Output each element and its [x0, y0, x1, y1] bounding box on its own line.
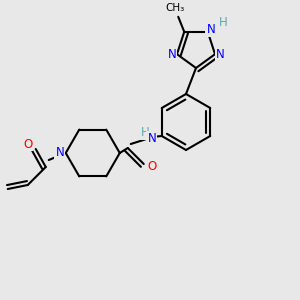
- Text: O: O: [23, 137, 32, 151]
- Text: N: N: [216, 48, 224, 61]
- Text: N: N: [168, 48, 176, 61]
- Text: O: O: [147, 160, 156, 173]
- Text: H: H: [140, 127, 149, 140]
- Text: CH₃: CH₃: [166, 3, 185, 13]
- Text: N: N: [206, 23, 215, 36]
- Text: N: N: [147, 131, 156, 145]
- Text: N: N: [56, 146, 64, 160]
- Text: H: H: [218, 16, 227, 29]
